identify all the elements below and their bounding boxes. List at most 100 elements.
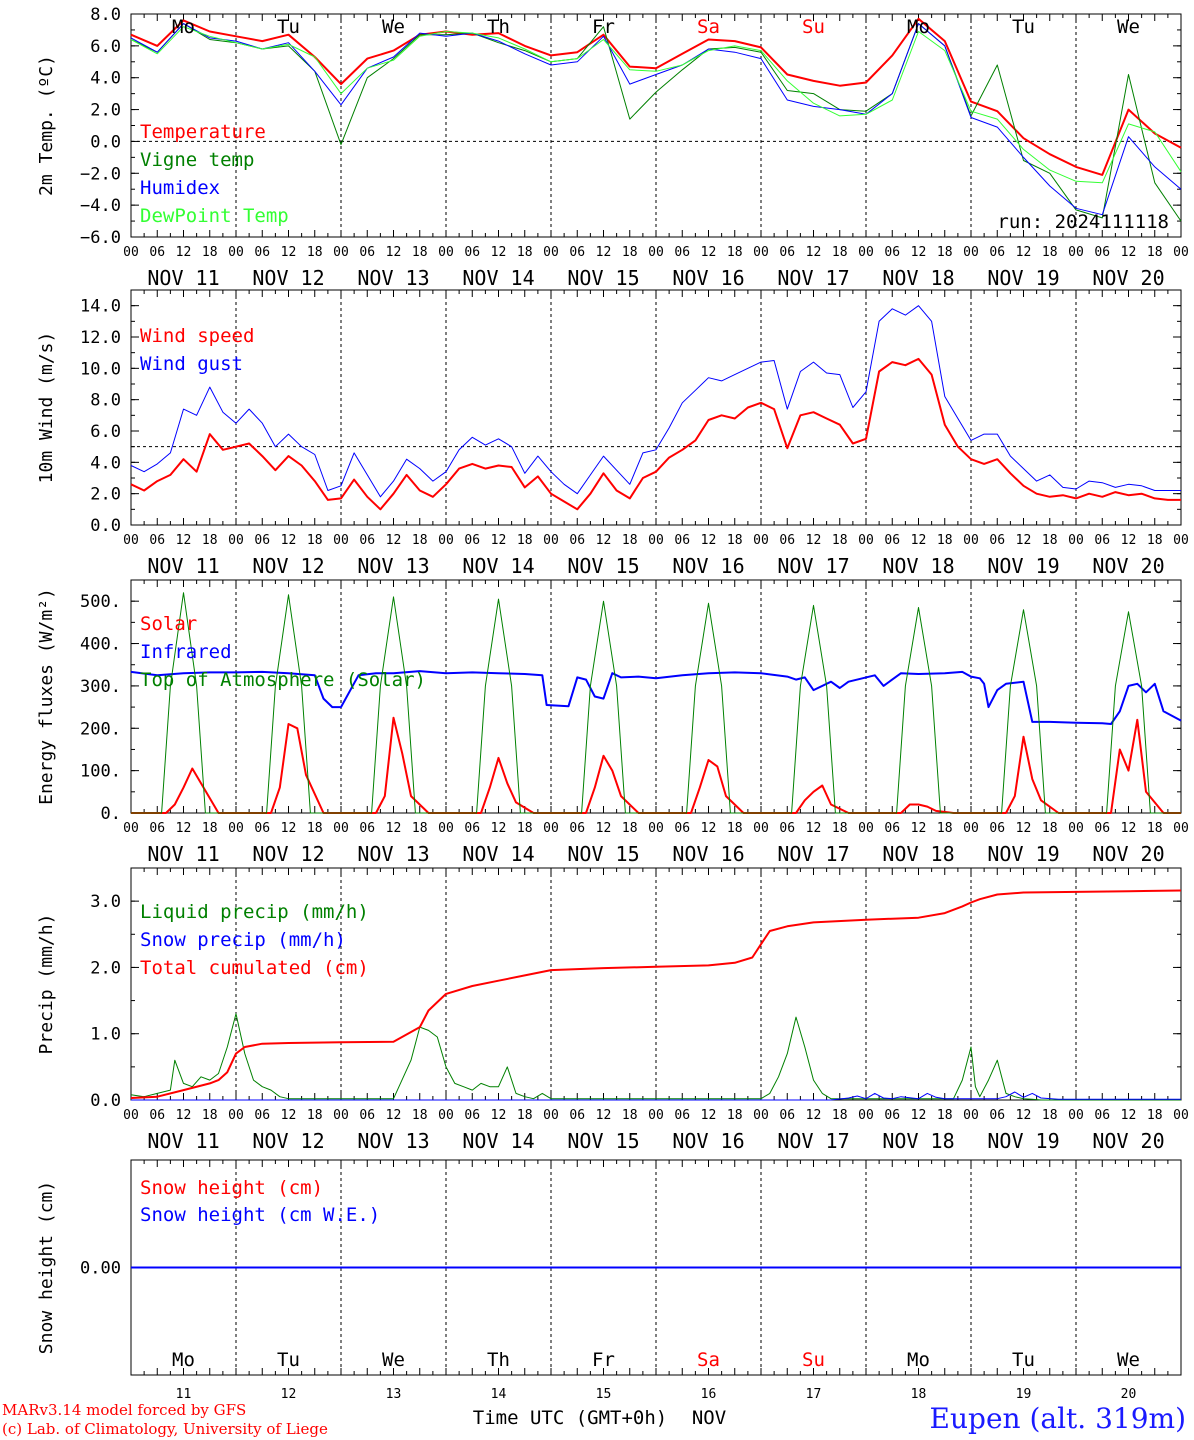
date-label: NOV 16 [672, 266, 744, 290]
y-axis-label: Energy fluxes (W/m²) [36, 588, 57, 805]
weekday-label: We [382, 16, 405, 38]
date-label: NOV 18 [882, 554, 954, 578]
date-label: NOV 18 [882, 266, 954, 290]
legend-entry: Snow precip (mm/h) [140, 929, 346, 951]
hour-tick-label: 00 [123, 821, 139, 836]
date-label: NOV 14 [462, 266, 534, 290]
y-tick-label: 3.0 [90, 892, 121, 912]
hour-tick-label: 06 [779, 1108, 795, 1123]
hour-tick-label: 12 [491, 245, 507, 260]
date-label: NOV 18 [882, 1129, 954, 1153]
weekday-label: Tu [277, 16, 300, 38]
day-number-label: 16 [701, 1387, 717, 1402]
plot-frame [130, 13, 1182, 238]
y-tick-label: 2.0 [90, 101, 121, 121]
hour-tick-label: 12 [1016, 533, 1032, 548]
hour-tick-label: 06 [254, 1108, 270, 1123]
hour-tick-label: 06 [1094, 821, 1110, 836]
hour-tick-label: 18 [202, 245, 218, 260]
hour-tick-label: 06 [569, 1108, 585, 1123]
hour-tick-label: 06 [674, 245, 690, 260]
weekday-label: Fr [592, 16, 615, 38]
series-line-wind-gust [130, 305, 1181, 498]
hour-tick-label: 12 [911, 533, 927, 548]
date-label: NOV 19 [987, 1129, 1059, 1153]
date-label: NOV 12 [252, 554, 324, 578]
hour-tick-label: 18 [937, 533, 953, 548]
hour-tick-label: 06 [464, 245, 480, 260]
hour-tick-label: 18 [202, 1108, 218, 1123]
hour-tick-label: 00 [648, 821, 664, 836]
hour-tick-label: 12 [1121, 533, 1137, 548]
hour-tick-label: 12 [911, 245, 927, 260]
date-label: NOV 20 [1092, 266, 1164, 290]
y-tick-label: −2.0 [80, 164, 121, 184]
hour-tick-label: 18 [832, 533, 848, 548]
y-tick-label: −4.0 [80, 196, 121, 216]
hour-tick-label: 00 [438, 533, 454, 548]
hour-tick-label: 12 [701, 245, 717, 260]
hour-tick-label: 06 [359, 533, 375, 548]
hour-tick-label: 12 [281, 245, 297, 260]
hour-tick-label: 18 [622, 1108, 638, 1123]
weekday-label: Mo [907, 1349, 930, 1371]
hour-tick-label: 18 [937, 1108, 953, 1123]
hour-tick-label: 12 [596, 245, 612, 260]
hour-tick-label: 00 [438, 1108, 454, 1123]
copyright-credit: (c) Lab. of Climatology, University of L… [2, 1420, 328, 1438]
hour-tick-label: 06 [254, 821, 270, 836]
day-number-label: 11 [176, 1387, 192, 1402]
weekday-label: Th [487, 16, 510, 38]
legend-entry: Snow height (cm W.E.) [140, 1204, 380, 1226]
date-label: NOV 19 [987, 554, 1059, 578]
series-line-wind-speed [130, 357, 1181, 511]
date-label: NOV 11 [147, 266, 219, 290]
date-label: NOV 12 [252, 842, 324, 866]
y-tick-label: 4.0 [90, 69, 121, 89]
y-tick-label: 6.0 [90, 37, 121, 57]
hour-tick-label: 12 [176, 1108, 192, 1123]
y-tick-label: 8.0 [90, 391, 121, 411]
hour-tick-label: 06 [884, 245, 900, 260]
date-label: NOV 20 [1092, 842, 1164, 866]
run-label: run: 2024111118 [997, 211, 1169, 233]
series-line-temperature [130, 17, 1182, 176]
hour-tick-label: 18 [622, 821, 638, 836]
legend-entry: Temperature [140, 121, 266, 143]
hour-tick-label: 18 [307, 1108, 323, 1123]
legend-entry: Total cumulated (cm) [140, 957, 369, 979]
hour-tick-label: 18 [727, 533, 743, 548]
hour-tick-label: 06 [569, 533, 585, 548]
hour-tick-label: 06 [464, 533, 480, 548]
hour-tick-label: 12 [806, 1108, 822, 1123]
hour-tick-label: 06 [1094, 533, 1110, 548]
hour-tick-label: 06 [569, 245, 585, 260]
hour-tick-label: 00 [858, 533, 874, 548]
hour-tick-label: 06 [989, 821, 1005, 836]
y-tick-label: 8.0 [90, 5, 121, 25]
hour-tick-label: 00 [1173, 245, 1189, 260]
date-label: NOV 17 [777, 842, 849, 866]
hour-tick-label: 00 [963, 1108, 979, 1123]
hour-tick-label: 18 [1042, 533, 1058, 548]
hour-tick-label: 18 [202, 821, 218, 836]
station-title: Eupen (alt. 319m) [929, 1402, 1186, 1435]
hour-tick-label: 06 [1094, 245, 1110, 260]
day-number-label: 19 [1016, 1387, 1032, 1402]
hour-tick-label: 12 [701, 821, 717, 836]
hour-tick-label: 00 [648, 1108, 664, 1123]
hour-tick-label: 00 [1173, 1108, 1189, 1123]
hour-tick-label: 06 [989, 245, 1005, 260]
hour-tick-label: 06 [464, 821, 480, 836]
y-tick-label: 0.0 [90, 1091, 121, 1111]
hour-tick-label: 18 [727, 821, 743, 836]
hour-tick-label: 00 [123, 1108, 139, 1123]
y-axis-label: 2m Temp. (ºC) [36, 55, 57, 196]
date-label: NOV 19 [987, 842, 1059, 866]
date-label: NOV 16 [672, 1129, 744, 1153]
hour-tick-label: 12 [596, 821, 612, 836]
y-axis-label: Snow height (cm) [36, 1181, 57, 1354]
date-label: NOV 20 [1092, 554, 1164, 578]
date-label: NOV 15 [567, 1129, 639, 1153]
hour-tick-label: 12 [1121, 821, 1137, 836]
